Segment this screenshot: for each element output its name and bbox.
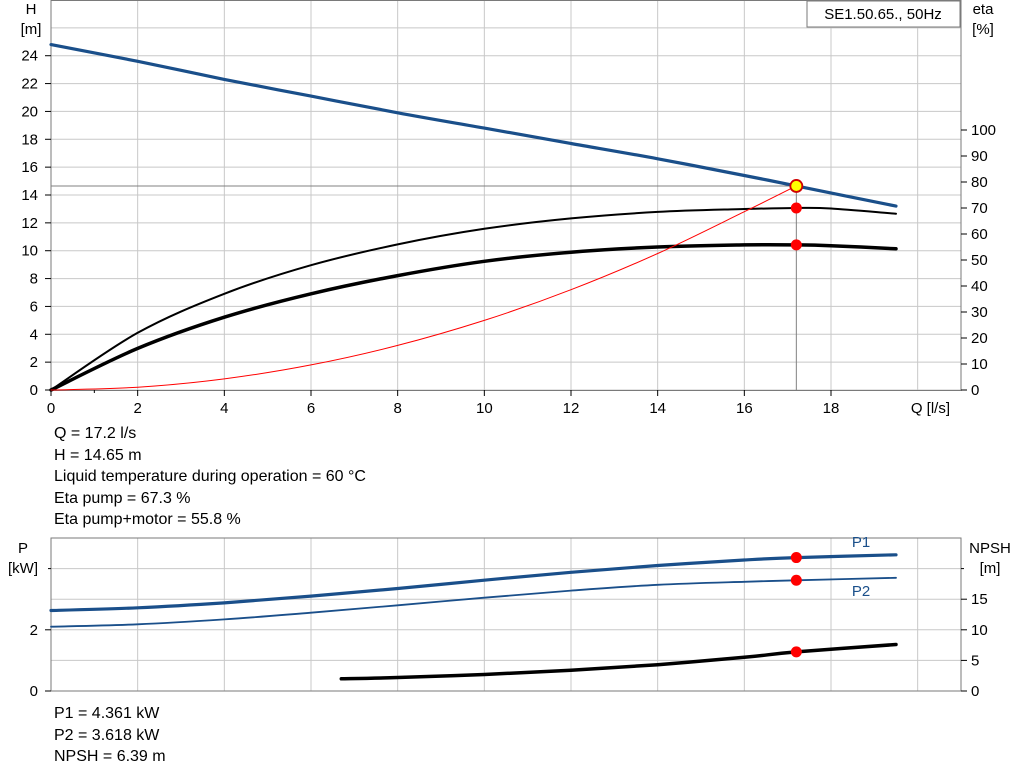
y-tick-label-right: 80 [971,174,988,191]
y-axis-unit-right: [%] [972,21,994,38]
series-label-p1: P1 [852,534,870,551]
curve-p2 [50,576,897,628]
readout-p1: P1 = 4.361 kW [54,705,160,722]
y-tick-label-right: 15 [971,591,988,608]
y-tick-label-right: 0 [971,683,979,700]
y-axis-label-left: H [26,1,37,18]
x-tick-label: 2 [133,400,141,417]
series-label-p2: P2 [852,583,870,600]
x-tick-label: 18 [823,400,840,417]
p1-marker [790,552,802,564]
y-axis-label-right: NPSH [969,540,1011,557]
p2-marker [790,574,802,586]
curve-eta_total [49,242,898,392]
eta-pump-marker [790,202,802,214]
y-tick-label-right: 90 [971,148,988,165]
y-tick-label-left: 14 [21,187,38,204]
y-tick-label-left: 0 [30,382,38,399]
x-tick-label: 10 [476,400,493,417]
y-tick-label-left: 16 [21,159,38,176]
model-label: SE1.50.65., 50Hz [824,6,942,23]
readout-npsh: NPSH = 6.39 m [54,748,166,765]
y-tick-label-left: 10 [21,243,38,260]
y-tick-label-right: 5 [971,652,979,669]
y-tick-label-left: 12 [21,215,38,232]
y-tick-label-left: 22 [21,76,38,93]
readout-h: H = 14.65 m [54,446,142,464]
y-tick-label-left: 18 [21,131,38,148]
x-tick-label: 16 [736,400,753,417]
y-tick-label-left: 0 [30,683,38,700]
npsh-marker [790,646,802,658]
y-tick-label-right: 0 [971,382,979,399]
readout-liquid-temperature: Liquid temperature during operation = 60… [54,468,366,485]
y-tick-label-right: 10 [971,356,988,373]
x-tick-label: 12 [563,400,580,417]
curve-p1 [49,553,898,613]
power-readout: P1 = 4.361 kW P2 = 3.618 kW NPSH = 6.39 … [54,703,166,768]
y-axis-unit-left: [kW] [8,560,38,577]
y-tick-label-left: 24 [21,48,38,65]
y-tick-label-right: 70 [971,200,988,217]
y-tick-label-left: 2 [30,354,38,371]
y-tick-label-left: 4 [30,326,38,343]
y-tick-label-left: 20 [21,103,38,120]
x-tick-label: 8 [393,400,401,417]
y-tick-label-right: 100 [971,122,996,139]
x-tick-label: 6 [307,400,315,417]
y-axis-label-left: P [18,540,28,557]
y-tick-label-right: 50 [971,252,988,269]
curve-head [49,43,898,208]
x-tick-label: 0 [47,400,55,417]
readout-q: Q = 17.2 l/s [54,425,137,442]
y-tick-label-right: 60 [971,226,988,243]
model-box [806,0,961,28]
y-tick-label-right: 40 [971,278,988,295]
plot-frame-bottom [50,537,962,692]
y-tick-label-right: 30 [971,304,988,321]
y-axis-unit-right: [m] [980,560,1001,577]
y-tick-label-left: 6 [30,298,38,315]
readout-p2: P2 = 3.618 kW [54,726,160,744]
x-axis-label: Q [l/s] [911,400,950,417]
y-axis-label-right: eta [973,1,995,18]
y-tick-label-right: 10 [971,622,988,639]
curve-system_curve [50,185,797,391]
x-tick-label: 14 [649,400,666,417]
readout-eta-pump: Eta pump = 67.3 % [54,489,191,507]
y-tick-label-left: 2 [30,622,38,639]
y-tick-label-left: 8 [30,271,38,288]
eta-total-marker [790,239,802,251]
curve-eta_pump [50,206,897,391]
y-tick-label-right: 20 [971,330,988,347]
operating-point-readout: Q = 17.2 l/s H = 14.65 m Liquid temperat… [54,423,366,531]
operating-point-marker [789,179,804,193]
readout-eta-pump-motor: Eta pump+motor = 55.8 % [54,511,241,528]
y-axis-unit-left: [m] [21,21,42,38]
x-tick-label: 4 [220,400,228,417]
curve-npsh [339,642,898,681]
